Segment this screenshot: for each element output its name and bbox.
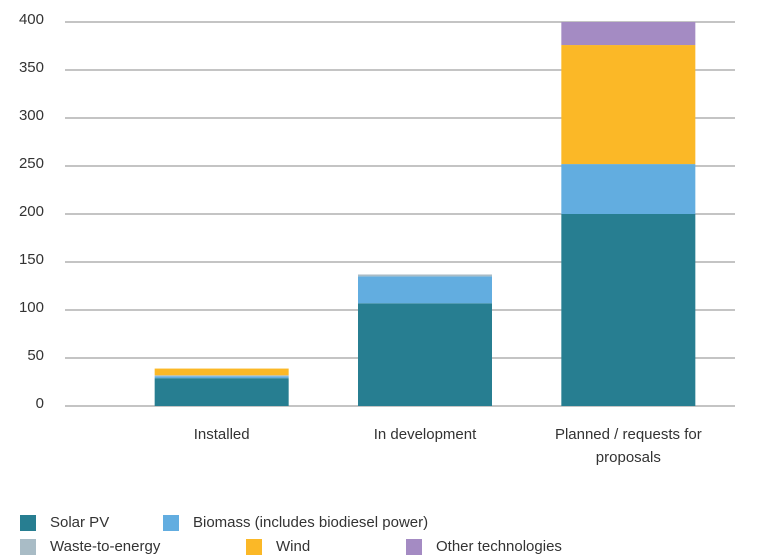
bar-segment	[561, 22, 696, 46]
legend-label: Biomass (includes biodiesel power)	[193, 514, 429, 531]
bar-segment	[154, 376, 289, 379]
legend-item: Waste-to-energy	[20, 538, 160, 555]
bar-segment	[561, 45, 696, 165]
legend-swatch	[20, 538, 36, 555]
legend-label: Other technologies	[436, 538, 562, 555]
legend-item: Other technologies	[406, 538, 562, 555]
plot: 0 50 100 150 200 250 300 350 400	[19, 11, 735, 412]
legend-item: Solar PV	[20, 514, 109, 531]
x-tick-label: Installed	[193, 426, 250, 443]
y-tick-label: 400	[19, 11, 44, 28]
y-tick-label: 50	[27, 347, 44, 364]
y-tick-label: 200	[19, 203, 44, 220]
legend-swatch	[406, 538, 422, 555]
y-tick-label: 350	[19, 59, 44, 76]
x-tick-label: In development	[373, 426, 477, 443]
y-tick-label: 0	[36, 395, 44, 412]
bar-segment	[561, 214, 696, 406]
bar-segment	[561, 164, 696, 214]
legend-swatch	[20, 514, 36, 531]
y-tick-label: 250	[19, 155, 44, 172]
legend-item: Wind	[246, 538, 310, 555]
bar-segment	[154, 368, 289, 376]
legend-swatch	[246, 538, 262, 555]
x-tick-label: Planned / requests for proposals	[554, 426, 702, 466]
bar-segment	[154, 375, 289, 377]
legend-swatch	[163, 514, 179, 531]
bar-segment	[154, 378, 289, 406]
bar-segment	[358, 274, 492, 277]
y-tick-label: 150	[19, 251, 44, 268]
bar-segment	[358, 276, 492, 304]
y-tick-label: 300	[19, 107, 44, 124]
bar-segment	[358, 303, 492, 406]
legend-label: Solar PV	[50, 514, 110, 531]
legend-item: Biomass (includes biodiesel power)	[163, 514, 428, 531]
legend-label: Wind	[276, 538, 311, 555]
legend-label: Waste-to-energy	[50, 538, 161, 555]
y-tick-label: 100	[19, 299, 44, 316]
